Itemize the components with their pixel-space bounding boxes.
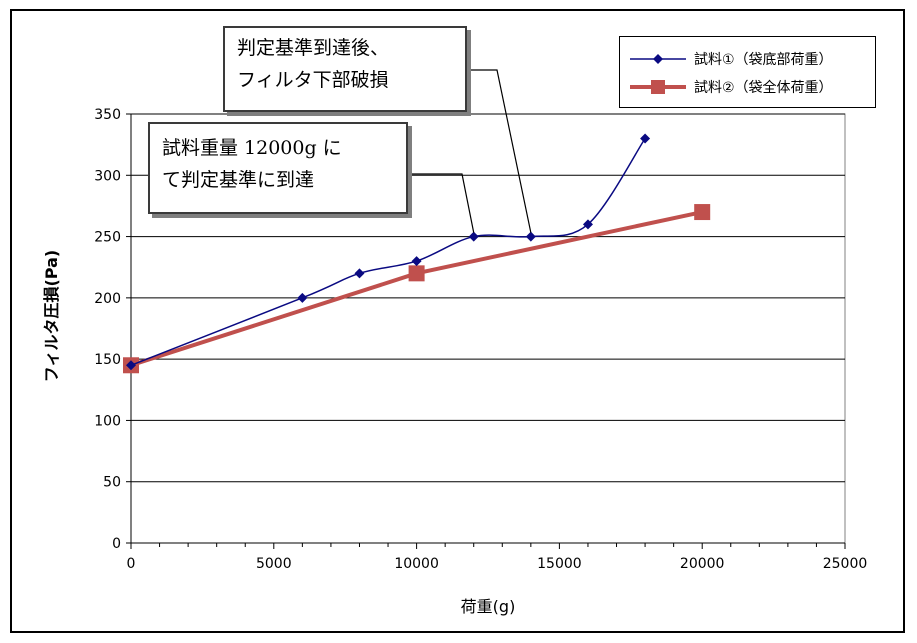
series-2-point xyxy=(694,204,711,221)
series-1-point xyxy=(126,360,136,371)
callout-filter-damage: 判定基準到達後、 フィルタ下部破損 xyxy=(223,26,467,112)
chart-frame xyxy=(10,9,905,633)
series-layer xyxy=(123,133,711,374)
series-1-point xyxy=(582,219,593,230)
legend-swatch-series-1 xyxy=(620,46,694,72)
series-1-point xyxy=(411,256,422,267)
legend-item-series-1: 試料①（袋底部荷重） xyxy=(620,46,833,72)
x-axis-label: 荷重(g) xyxy=(461,597,516,616)
series-1 xyxy=(126,133,651,371)
y-tick-label: 50 xyxy=(103,475,121,491)
series-1-point xyxy=(525,231,536,242)
legend-item-series-2: 試料②（袋全体荷重） xyxy=(620,74,833,100)
y-tick-label: 300 xyxy=(94,168,121,184)
legend: 試料①（袋底部荷重） 試料②（袋全体荷重） xyxy=(619,36,876,108)
callout-filter-damage-line-1: 判定基準到達後、 xyxy=(237,37,390,59)
callout-criterion-reached-line-2: て判定基準に到達 xyxy=(162,169,315,191)
y-tick-label: 200 xyxy=(94,291,121,307)
leader-filter-damage xyxy=(469,69,532,233)
leader-criterion-reached xyxy=(410,173,475,233)
axes: 0 50 100 150 200 250 300 350 0 5000 10000 15000 2000… xyxy=(94,107,867,572)
x-tick-label: 10000 xyxy=(394,556,439,572)
callout-filter-damage-line-2: フィルタ下部破損 xyxy=(237,69,389,91)
callout-criterion-reached: 試料重量 12000g に て判定基準に到達 xyxy=(148,122,408,214)
x-tick-label: 0 xyxy=(127,556,136,572)
legend-swatch-series-2 xyxy=(620,74,694,100)
y-tick-label: 100 xyxy=(94,413,121,429)
y-tick-label: 0 xyxy=(112,536,121,552)
y-tick-label: 150 xyxy=(94,352,121,368)
legend-label-series-2: 試料②（袋全体荷重） xyxy=(694,80,833,96)
y-tick-label: 250 xyxy=(94,230,121,246)
series-1-point xyxy=(468,231,479,242)
callout-criterion-reached-line-1: 試料重量 12000g に xyxy=(162,137,342,159)
series-1-point xyxy=(297,292,308,303)
series-1-point xyxy=(354,268,365,279)
x-tick-label: 25000 xyxy=(823,556,868,572)
y-tick-label: 350 xyxy=(94,107,121,123)
series-1-point xyxy=(640,133,651,144)
x-tick-label: 20000 xyxy=(680,556,725,572)
callout-leaders xyxy=(410,69,532,233)
series-2-point xyxy=(408,265,425,282)
series-2-line xyxy=(130,210,703,368)
series-2 xyxy=(123,204,711,374)
y-axis-label: フィルタ圧損(Pa) xyxy=(42,250,61,382)
x-tick-label: 15000 xyxy=(537,556,582,572)
legend-label-series-1: 試料①（袋底部荷重） xyxy=(694,52,833,68)
x-tick-label: 5000 xyxy=(256,556,292,572)
